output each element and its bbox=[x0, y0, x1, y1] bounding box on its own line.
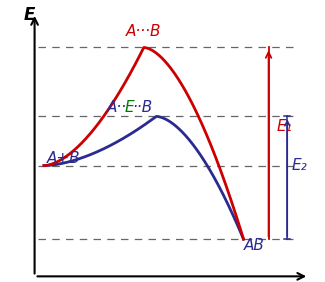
Text: A···B: A···B bbox=[126, 24, 162, 39]
Text: ··B: ··B bbox=[133, 100, 153, 115]
Text: E₁: E₁ bbox=[276, 119, 292, 134]
Text: AB: AB bbox=[244, 238, 265, 253]
Text: E₂: E₂ bbox=[292, 158, 308, 173]
Text: E: E bbox=[24, 6, 35, 25]
Text: A+B: A+B bbox=[47, 151, 81, 166]
Text: A··: A·· bbox=[106, 100, 126, 115]
Text: E: E bbox=[124, 100, 134, 115]
